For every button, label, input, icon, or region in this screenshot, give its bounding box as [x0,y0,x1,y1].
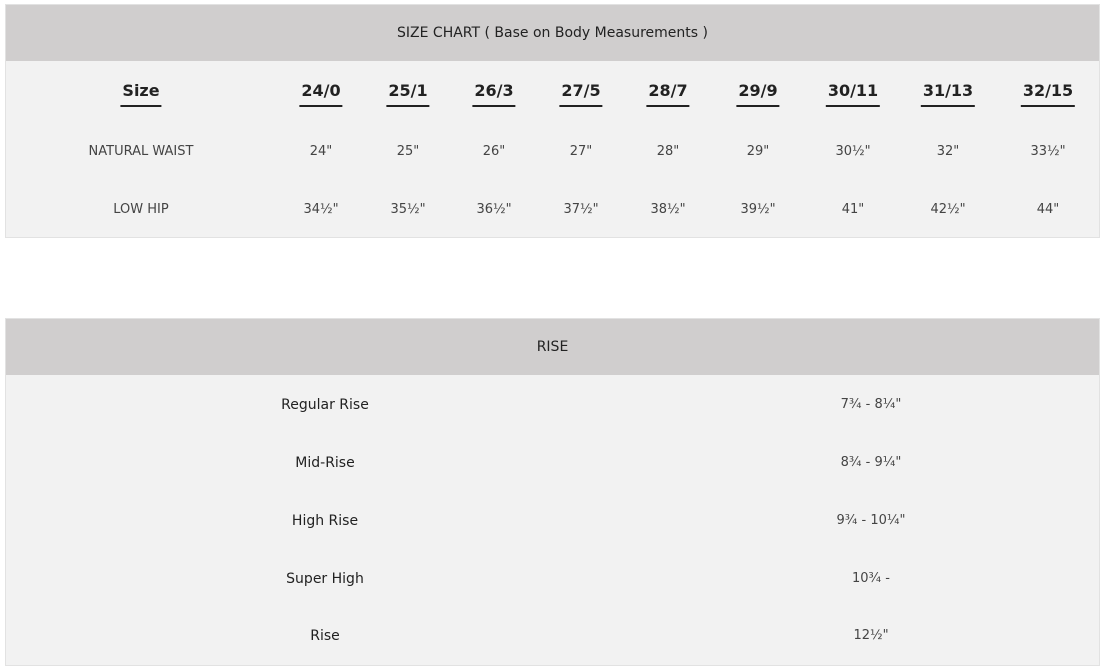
cell: 37½" [563,202,599,217]
size-chart-table: SIZE CHART ( Base on Body Measurements )… [5,4,1100,238]
rise-label: Rise [310,628,340,644]
size-chart-title: SIZE CHART ( Base on Body Measurements ) [6,5,1099,61]
table-row: Mid-Rise 8¾ - 9¼" [6,448,1099,478]
cell: 28" [656,144,680,159]
cell: 34½" [303,202,339,217]
size-col: 27/5 [559,77,603,107]
cell: 42½" [930,202,966,217]
cell: 39½" [740,202,776,217]
size-col: 31/13 [920,77,976,107]
table-row: High Rise 9¾ - 10¼" [6,506,1099,536]
cell: 44" [1036,202,1060,217]
size-col: 26/3 [472,77,516,107]
rise-label: Regular Rise [281,397,369,413]
cell: 26" [482,144,506,159]
row-label: NATURAL WAIST [88,144,194,159]
rise-value: 9¾ - 10¼" [836,513,906,528]
size-header-row: Size 24/0 25/1 26/3 27/5 28/7 29/9 30/11… [6,77,1099,107]
size-col: 25/1 [386,77,430,107]
cell: 35½" [390,202,426,217]
rise-label: High Rise [291,513,359,529]
row-label: LOW HIP [113,202,169,217]
size-col: 29/9 [736,77,780,107]
size-col: 30/11 [825,77,881,107]
cell: 24" [309,144,333,159]
table-row-natural-waist: NATURAL WAIST 24" 25" 26" 27" 28" 29" 30… [6,137,1099,167]
table-row: Regular Rise 7¾ - 8¼" [6,390,1099,420]
size-col: 28/7 [646,77,690,107]
cell: 38½" [650,202,686,217]
cell: 33½" [1030,144,1066,159]
cell: 30½" [835,144,871,159]
table-row: Super High 10¾ - [6,564,1099,594]
cell: 29" [746,144,770,159]
rise-table: RISE Regular Rise 7¾ - 8¼" Mid-Rise 8¾ -… [5,318,1100,666]
rise-title: RISE [6,319,1099,375]
cell: 32" [936,144,960,159]
rise-label: Super High [286,571,364,587]
rise-value: 12½" [853,628,889,643]
table-row: Rise 12½" [6,621,1099,651]
rise-label: Mid-Rise [295,455,355,471]
cell: 41" [841,202,865,217]
cell: 27" [569,144,593,159]
rise-value: 10¾ - [852,571,890,586]
table-row-low-hip: LOW HIP 34½" 35½" 36½" 37½" 38½" 39½" 41… [6,195,1099,225]
size-col: 24/0 [299,77,343,107]
size-label: Size [120,77,162,107]
rise-value: 7¾ - 8¼" [840,397,902,412]
cell: 25" [396,144,420,159]
rise-value: 8¾ - 9¼" [840,455,902,470]
size-col: 32/15 [1020,77,1076,107]
cell: 36½" [476,202,512,217]
